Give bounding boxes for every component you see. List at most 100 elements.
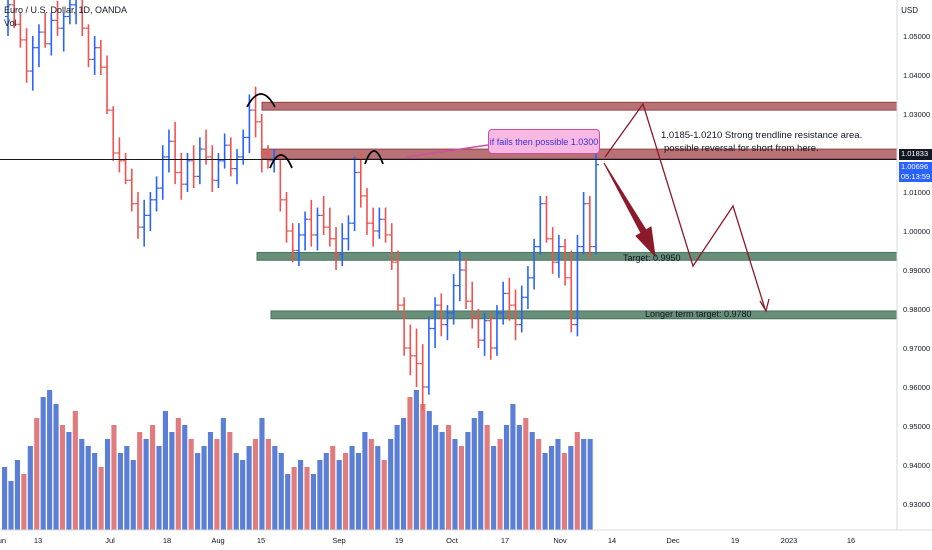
y-tick-label: 0.99000 [903, 266, 930, 275]
volume-bar [452, 439, 458, 530]
volume-bar [169, 432, 175, 530]
zone-longer-term-target [270, 310, 898, 320]
projection-path [604, 102, 766, 310]
volume-bar [355, 453, 362, 530]
volume-bar [548, 446, 555, 530]
x-axis[interactable]: Jun 13 Jul 18 Aug 15 Sep 19 Oct 17 Nov 14 Dec 19 2023 1… [0, 529, 932, 545]
top-arc-3 [364, 150, 384, 165]
volume-bar [150, 425, 156, 530]
volume-bar [304, 467, 310, 530]
volume-bar [137, 432, 143, 530]
volume-bar [220, 418, 226, 530]
x-tick-label: Jun [0, 536, 6, 545]
down-arrow [603, 162, 656, 258]
volume-bar [349, 446, 355, 530]
volume-bar [310, 474, 317, 530]
x-tick-label: 16 [847, 536, 855, 545]
volume-bar [587, 439, 593, 530]
y-tick-label: 0.95000 [903, 422, 930, 431]
volume-bar [574, 432, 580, 530]
volume-bar [555, 439, 561, 530]
x-tick-label: Nov [553, 536, 567, 545]
volume-bar [529, 432, 535, 530]
volume-bar [420, 404, 426, 530]
volume-bar [413, 390, 419, 530]
top-arc-2 [269, 154, 293, 169]
x-tick-label: 19 [395, 536, 403, 545]
volume-bar [21, 474, 27, 530]
volume-bar [34, 418, 40, 530]
volume-bar [246, 446, 252, 530]
volume-bar [381, 460, 387, 530]
volume-bar [298, 460, 304, 530]
current-price-badge: 1.00696 05:13:59 [899, 162, 932, 182]
projection-arrowhead [759, 298, 770, 313]
volume-bar [400, 418, 407, 530]
countdown-value: 05:13:59 [901, 172, 931, 181]
volume-bar [233, 453, 239, 530]
symbol-title[interactable]: Euro / U.S. Dollar, 1D, OANDA [4, 5, 128, 15]
volume-bar [227, 432, 233, 530]
volume-bar [214, 439, 220, 530]
currency-label: USD [901, 6, 918, 15]
x-tick-label: 15 [257, 536, 265, 545]
volume-bar [72, 411, 78, 530]
volume-bar [317, 460, 323, 530]
volume-bar [561, 453, 567, 530]
volume-bar [252, 439, 259, 530]
y-tick-label: 1.01000 [903, 188, 930, 197]
volume-bar [523, 418, 529, 530]
volume-bar [207, 432, 214, 530]
volume-bar [336, 460, 342, 530]
volume-bar [343, 453, 349, 530]
volume-bar [8, 481, 14, 530]
volume-bar [439, 432, 445, 530]
callout-box[interactable]: if fails then possible 1.0300 [488, 129, 600, 154]
chart-legend: Euro / U.S. Dollar, 1D, OANDA Vol [4, 4, 127, 30]
x-tick-label: Oct [446, 536, 459, 545]
x-tick-label: Jul [105, 536, 115, 545]
note-line-2: possible reversal for short from here. [664, 142, 819, 154]
volume-bar [92, 453, 98, 530]
y-tick-label: 0.93000 [903, 500, 930, 509]
y-tick-label: 1.04000 [903, 71, 930, 80]
volume-bar [278, 453, 284, 530]
y-tick-label: 0.97000 [903, 344, 930, 353]
volume-bar [265, 439, 271, 530]
current-price-value: 1.00696 [901, 162, 929, 171]
longer-term-target-label: Longer term target: 0.9780 [645, 309, 752, 319]
y-tick-label: 0.96000 [903, 383, 930, 392]
volume-bar [323, 453, 329, 530]
volume-bar [143, 439, 149, 530]
volume-bar [79, 439, 85, 530]
volume-bar [259, 418, 265, 530]
volume-bar [478, 411, 484, 530]
volume-bar [188, 439, 194, 530]
volume-bar [568, 446, 574, 530]
volume-bar [510, 404, 516, 530]
y-tick-label: 0.98000 [903, 305, 930, 314]
analysis-note[interactable]: 1.0185-1.0210 Strong trendline resistanc… [661, 130, 862, 155]
volume-bar [285, 474, 291, 530]
volume-bar [162, 411, 169, 530]
volume-bar [542, 453, 548, 530]
volume-bar [2, 467, 8, 530]
volume-indicator-label[interactable]: Vol [4, 18, 17, 28]
volume-bars [2, 390, 593, 530]
top-arc-1 [246, 93, 276, 108]
volume-bar [195, 453, 201, 530]
volume-bar [433, 425, 439, 530]
volume-bar [156, 446, 162, 530]
y-axis[interactable]: 1.050001.040001.030001.020001.010001.000… [896, 0, 930, 530]
note-line-1: 1.0185-1.0210 Strong trendline resistanc… [661, 130, 863, 141]
volume-bar [240, 460, 246, 530]
volume-bar [53, 404, 59, 530]
volume-bar [458, 446, 465, 530]
volume-bar [104, 439, 111, 530]
volume-bar [471, 418, 477, 530]
last-price-value: 1.01833 [901, 149, 929, 158]
volume-bar [182, 425, 188, 530]
volume-bar [47, 390, 53, 530]
volume-bar [85, 446, 91, 530]
